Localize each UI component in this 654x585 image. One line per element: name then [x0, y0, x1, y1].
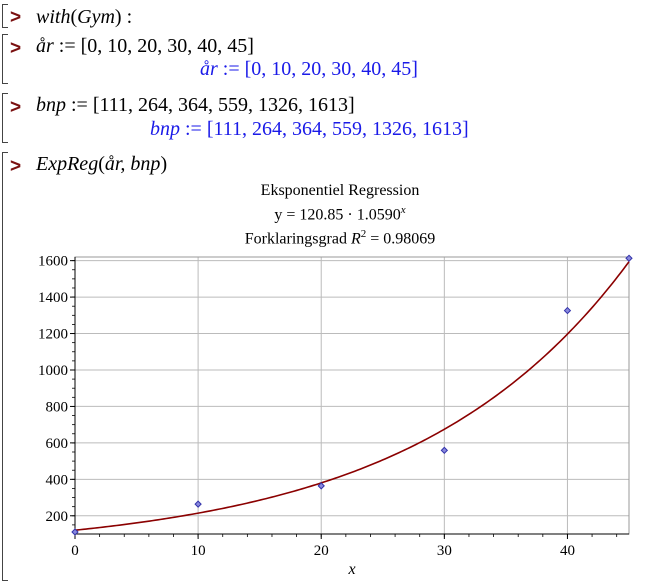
prompt-1: > [10, 7, 22, 28]
x-tick-label: 30 [437, 543, 452, 559]
plot-equation: y = 120.85 · 1.0590x [190, 204, 490, 224]
output-bnp: bnp := [111, 264, 364, 559, 1326, 1613] [150, 118, 469, 141]
r2-symbol: R [350, 230, 361, 248]
out3-assign: := [185, 118, 202, 140]
group-bracket-2 [2, 34, 8, 84]
r2-exponent: 2 [360, 228, 367, 240]
y-tick-label: 1600 [38, 254, 68, 270]
input-with-gym[interactable]: with(Gym) : [36, 6, 133, 28]
tick-labels: 0 10 20 30 40 200 400 600 800 1000 1200 1400 1600 [38, 254, 575, 559]
out3-value: [111, 264, 364, 559, 1326, 1613] [206, 118, 469, 140]
data-point [71, 528, 79, 536]
y-tick-label: 200 [46, 509, 69, 525]
data-point [194, 500, 202, 508]
cmd1-terminator: : [126, 6, 133, 28]
y-tick-label: 400 [46, 472, 69, 488]
input-ar-assignment[interactable]: år := [0, 10, 20, 30, 40, 45] [36, 35, 254, 58]
cmd1-name: with [36, 6, 71, 28]
output-ar: år := [0, 10, 20, 30, 40, 45] [200, 58, 418, 81]
cmd3-assign: := [71, 94, 88, 116]
cmd2-value: [0, 10, 20, 30, 40, 45] [80, 35, 254, 57]
cmd4-args: år, bnp [104, 153, 161, 175]
grid-lines [75, 257, 629, 534]
cmd2-assign: := [58, 35, 76, 57]
group-bracket-4 [2, 152, 8, 581]
out2-assign: := [222, 58, 240, 80]
x-tick-label: 0 [71, 543, 79, 559]
r2-value: = 0.98069 [366, 230, 436, 248]
cmd4-name: ExpReg [36, 153, 99, 175]
cmd3-var: bnp [36, 94, 66, 116]
r2-prefix: Forklaringsgrad [244, 230, 347, 248]
cmd3-value: [111, 264, 364, 559, 1326, 1613] [92, 94, 355, 116]
input-bnp-assignment[interactable]: bnp := [111, 264, 364, 559, 1326, 1613] [36, 94, 355, 117]
x-tick-label: 10 [191, 543, 206, 559]
plot-frame [74, 256, 630, 535]
fit-curve [74, 261, 630, 531]
axes [70, 256, 630, 539]
prompt-4: > [10, 156, 22, 177]
y-tick-label: 1000 [38, 363, 68, 379]
input-expreg[interactable]: ExpReg(år, bnp) [36, 153, 168, 175]
x-tick-label: 40 [560, 543, 575, 559]
plot-title: Eksponentiel Regression [260, 182, 420, 199]
data-point [317, 482, 325, 490]
cmd1-arg: Gym [77, 6, 115, 28]
x-axis-label: x [347, 561, 355, 578]
prompt-3: > [10, 97, 22, 118]
out2-value: [0, 10, 20, 30, 40, 45] [244, 58, 418, 80]
equation-exponent: x [400, 204, 406, 216]
data-point [440, 446, 449, 455]
data-points [71, 254, 633, 536]
plot-r2: Forklaringsgrad R2 = 0.98069 [190, 228, 490, 248]
cmd2-var: år [36, 35, 54, 57]
data-point [625, 254, 633, 262]
group-bracket-3 [2, 93, 8, 143]
x-tick-label: 20 [314, 543, 329, 559]
prompt-2: > [10, 38, 22, 59]
out2-var: år [200, 58, 218, 80]
y-tick-label: 600 [46, 436, 69, 452]
data-point [563, 306, 572, 315]
y-tick-label: 800 [46, 399, 69, 415]
equation-prefix: y = 120.85 · 1.0590 [274, 206, 401, 224]
y-tick-label: 1400 [38, 290, 68, 306]
group-bracket-1 [2, 4, 8, 28]
out3-var: bnp [150, 118, 180, 140]
y-tick-label: 1200 [38, 327, 68, 343]
